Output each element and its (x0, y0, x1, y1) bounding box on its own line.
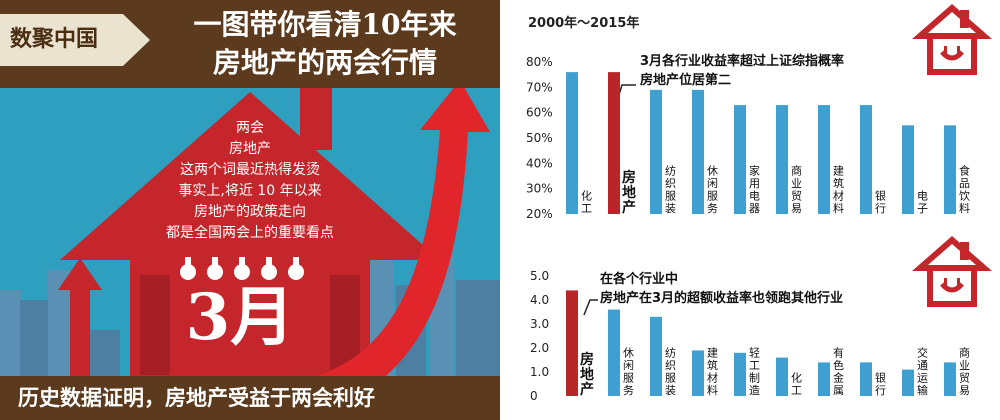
category-label: 银行 (875, 371, 886, 398)
header-title: 一图带你看清10年来 房地产的两会行情 (160, 6, 490, 82)
y-tick-label: 60% (526, 106, 553, 120)
y-tick-label: 0 (530, 389, 538, 403)
left-illustration (0, 80, 500, 400)
category-label: 家用电器 (749, 164, 760, 216)
top-annotation: 3月各行业收益率超过上证综指概率 房地产位居第二 (640, 52, 844, 90)
y-tick-label: 20% (526, 207, 553, 221)
footer-text: 历史数据证明，房地产受益于两会利好 (18, 386, 375, 410)
bar (944, 125, 956, 214)
y-tick-label: 70% (526, 80, 553, 94)
bar (566, 72, 578, 214)
bar (776, 105, 788, 214)
bar (818, 105, 830, 214)
house-line: 都是全国两会上的重要看点 (166, 225, 334, 241)
annotation-connector (617, 84, 636, 99)
bar (692, 350, 704, 396)
category-label: 房地产 (622, 169, 636, 216)
bar (902, 125, 914, 214)
category-label: 纺织服装 (665, 164, 676, 216)
y-tick-label: 80% (526, 55, 553, 69)
category-label: 交通运输 (917, 346, 928, 398)
bar (902, 369, 914, 396)
chart-1: 80% 70% 60% 50% 40% 30% 20% 化工 房地产 纺织服装 休闲服务 家用电器 商业… (526, 55, 970, 221)
category-label: 商业贸易 (791, 164, 802, 216)
annotation-connector (583, 299, 598, 316)
bar (734, 105, 746, 214)
chart-2: 5.0 4.0 3.0 2.0 1.0 0 房地产 休闲服务 纺织服装 建筑材料 轻工制造 化工 有色金… (530, 269, 970, 403)
footer-bar (0, 376, 500, 420)
category-label: 化工 (791, 371, 802, 398)
bar (566, 290, 578, 396)
big-rising-arrow-icon (300, 80, 490, 400)
y-tick-label: 40% (526, 156, 553, 170)
category-label: 轻工制造 (749, 346, 760, 398)
bar (692, 89, 704, 214)
house-outline-icon (912, 4, 992, 75)
category-label: 纺织服装 (665, 346, 676, 398)
house-outline-icon (912, 236, 992, 307)
category-label: 建筑材料 (707, 346, 718, 398)
bar (944, 362, 956, 396)
house-text: 两会 房地产 这两个词最近热得发烫 事实上,将近 10 年以来 房地产的政策走向… (130, 118, 370, 244)
category-label: 休闲服务 (623, 347, 634, 398)
category-label: 化工 (581, 189, 592, 216)
month-label: 3月 (185, 280, 295, 355)
category-label: 房地产 (580, 351, 594, 398)
bar (608, 309, 620, 396)
bar (650, 89, 662, 214)
y-tick-label: 3.0 (530, 317, 549, 331)
bottom-annotation: 在各个行业中 房地产在3月的超额收益率也领跑其他行业 (600, 270, 843, 308)
bar (860, 362, 872, 396)
y-tick-label: 4.0 (530, 293, 549, 307)
y-tick-label: 5.0 (530, 269, 549, 283)
top-annotation-line-2: 房地产位居第二 (640, 73, 732, 88)
y-tick-label: 1.0 (530, 365, 549, 379)
chart-period: 2000年～2015年 (528, 16, 640, 31)
house-line: 房地产 (229, 141, 271, 157)
title-line-2: 房地产的两会行情 (212, 46, 437, 79)
category-label: 建筑材料 (833, 164, 844, 216)
bottom-annotation-line-1: 在各个行业中 (600, 272, 679, 287)
category-label: 电子 (917, 190, 928, 216)
red-house-icon (60, 80, 440, 380)
category-label: 银行 (875, 189, 886, 216)
bar (650, 316, 662, 396)
house-line: 事实上,将近 10 年以来 (178, 183, 322, 199)
bottom-annotation-line-2: 房地产在3月的超额收益率也领跑其他行业 (600, 291, 844, 306)
house-line: 这两个词最近热得发烫 (180, 162, 320, 178)
house-line: 房地产的政策走向 (194, 204, 306, 220)
house-line: 两会 (236, 120, 264, 136)
top-annotation-line-1: 3月各行业收益率超过上证综指概率 (640, 54, 845, 69)
category-label: 食品饮料 (959, 164, 970, 216)
y-tick-label: 2.0 (530, 341, 549, 355)
y-tick-label: 50% (526, 131, 553, 145)
category-label: 商业贸易 (959, 346, 970, 398)
bar (734, 352, 746, 396)
charts-svg: 80%70%60%50%40%30%20%化工房地产纺织服装休闲服务家用电器商业… (526, 4, 992, 403)
left-infographic-panel: 数聚中国 一图带你看清10年来 房地产的两会行情 两会 房地产 这两个词最近热得… (0, 0, 500, 420)
bar (608, 72, 620, 214)
y-tick-label: 30% (526, 182, 553, 196)
light-bulb-icons (180, 257, 304, 280)
title-line-1: 一图带你看清10年来 (193, 8, 457, 41)
bar (860, 105, 872, 214)
bar (818, 362, 830, 396)
small-arrow-icon (58, 258, 102, 380)
category-label: 休闲服务 (707, 165, 718, 216)
header-tag: 数聚中国 (0, 14, 150, 66)
category-label: 有色金属 (833, 346, 844, 398)
bar (776, 357, 788, 396)
